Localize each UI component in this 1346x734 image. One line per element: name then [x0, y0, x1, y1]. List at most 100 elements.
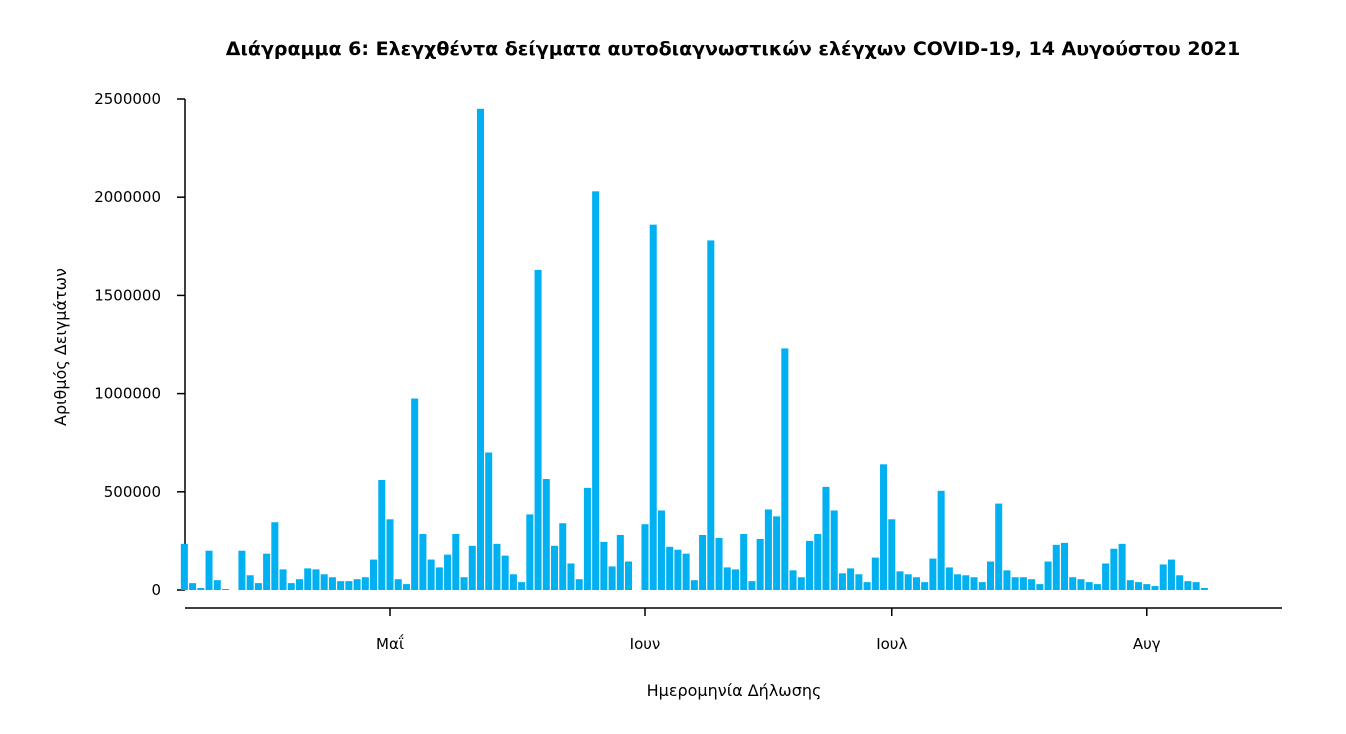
- bars: [180, 108, 1208, 591]
- bar: [822, 486, 830, 590]
- bar: [345, 581, 353, 590]
- bar: [773, 516, 781, 590]
- bar: [551, 545, 559, 590]
- bar: [296, 579, 304, 590]
- bar: [1200, 588, 1208, 590]
- bar: [468, 545, 476, 590]
- bar: [699, 535, 707, 590]
- bar: [1118, 543, 1126, 590]
- bar: [378, 480, 386, 590]
- x-axis: Μαΐ Ιουν Ιουλ Αυγ: [185, 607, 1282, 653]
- bar: [534, 269, 542, 590]
- bar: [320, 574, 328, 590]
- bar: [690, 580, 698, 590]
- bar: [625, 561, 633, 590]
- bar: [1011, 577, 1019, 590]
- bar: [789, 570, 797, 590]
- x-tick-label: Αυγ: [1133, 635, 1161, 653]
- bar: [304, 568, 312, 590]
- bar: [1192, 582, 1200, 590]
- y-axis-title: Αριθμός Δειγμάτων: [51, 268, 70, 426]
- y-tick-label: 0: [151, 581, 161, 599]
- y-tick-label: 2500000: [94, 90, 161, 108]
- bar: [781, 348, 789, 590]
- bar: [238, 550, 246, 590]
- bar: [764, 509, 772, 590]
- bar: [427, 559, 435, 590]
- bar: [386, 519, 394, 590]
- bar: [493, 543, 501, 590]
- bar: [682, 553, 690, 590]
- bar: [419, 534, 427, 590]
- bar: [402, 584, 410, 590]
- y-tick-label: 500000: [104, 483, 161, 501]
- bar: [830, 510, 838, 590]
- bar: [205, 550, 213, 590]
- bar: [649, 224, 657, 591]
- bar: [847, 568, 855, 590]
- bar: [353, 579, 361, 590]
- bar: [929, 558, 937, 590]
- x-tick-label: Ιουλ: [876, 635, 907, 653]
- bar: [452, 534, 460, 590]
- bar: [1077, 579, 1085, 590]
- bar: [583, 487, 591, 590]
- bar: [748, 581, 756, 590]
- bar: [509, 574, 517, 590]
- bar: [731, 569, 739, 590]
- bar: [1019, 577, 1027, 590]
- bar: [485, 452, 493, 590]
- bar: [254, 583, 262, 590]
- bar: [1151, 586, 1159, 590]
- bar: [888, 519, 896, 590]
- bar: [180, 543, 188, 590]
- bar: [361, 577, 369, 590]
- bar: [600, 541, 608, 590]
- bar: [904, 574, 912, 590]
- bar: [460, 577, 468, 590]
- bar: [937, 490, 945, 590]
- bar: [197, 588, 205, 590]
- bar: [1093, 584, 1101, 590]
- bar: [435, 567, 443, 590]
- bar: [978, 582, 986, 590]
- bar: [1036, 584, 1044, 590]
- bar: [674, 549, 682, 590]
- bar: [921, 582, 929, 590]
- chart-title: Διάγραμμα 6: Ελεγχθέντα δείγματα αυτοδια…: [225, 38, 1241, 60]
- bar: [912, 577, 920, 590]
- bar: [328, 577, 336, 590]
- bar: [271, 522, 279, 590]
- bar: [666, 546, 674, 590]
- bar: [1126, 580, 1134, 590]
- bar: [707, 240, 715, 590]
- bar: [896, 571, 904, 590]
- bar: [995, 503, 1003, 590]
- bar: [526, 514, 534, 590]
- bar: [213, 580, 221, 590]
- bar: [1110, 548, 1118, 590]
- y-tick-label: 2000000: [94, 188, 161, 206]
- bar: [740, 534, 748, 590]
- bar: [814, 534, 822, 590]
- bar: [221, 589, 229, 590]
- bar: [263, 553, 271, 590]
- bar: [1159, 564, 1167, 590]
- bar: [1102, 563, 1110, 590]
- bar: [1069, 577, 1077, 590]
- bar: [715, 537, 723, 590]
- bar: [575, 579, 583, 590]
- bar: [838, 573, 846, 590]
- bar: [756, 538, 764, 590]
- bar: [279, 569, 287, 590]
- bar: [476, 108, 484, 590]
- bar: [1135, 582, 1143, 590]
- bar: [1143, 584, 1151, 590]
- bar: [1184, 581, 1192, 590]
- bar: [287, 583, 295, 590]
- bar: [1044, 561, 1052, 590]
- bar: [880, 464, 888, 590]
- bar: [806, 540, 814, 590]
- bar: [962, 575, 970, 590]
